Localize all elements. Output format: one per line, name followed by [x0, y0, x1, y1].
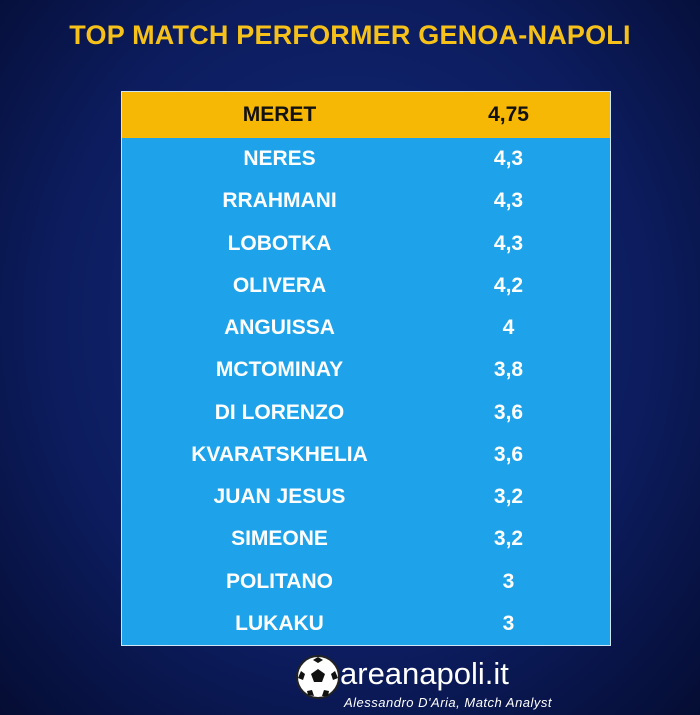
player-score: 3: [502, 611, 515, 635]
player-score: 4: [502, 316, 515, 340]
table-row: LOBOTKA 4,3: [122, 223, 610, 265]
player-name: LOBOTKA: [227, 231, 332, 255]
player-name: RRAHMANI: [222, 189, 337, 213]
table-row: LUKAKU 3: [122, 603, 610, 645]
player-score: 3: [502, 569, 515, 593]
player-score: 4,3: [493, 231, 524, 255]
player-score: 4,2: [493, 273, 524, 297]
player-name: SIMEONE: [231, 527, 328, 551]
title: TOP MATCH PERFORMER GENOA-NAPOLI: [69, 20, 631, 50]
player-name: ANGUISSA: [224, 316, 335, 340]
table-row: ANGUISSA 4: [122, 307, 610, 349]
table-row: KVARATSKHELIA 3,6: [122, 434, 610, 476]
table-row: MCTOMINAY 3,8: [122, 349, 610, 391]
player-name: DI LORENZO: [214, 400, 345, 424]
player-score: 3,6: [493, 442, 524, 466]
player-score: 4,75: [488, 103, 529, 126]
player-name: MERET: [242, 103, 317, 126]
player-name: MCTOMINAY: [215, 358, 344, 382]
player-name: LUKAKU: [235, 611, 324, 635]
player-name: KVARATSKHELIA: [191, 442, 368, 466]
table-row: DI LORENZO 3,6: [122, 392, 610, 434]
brand: areanapoli.it: [340, 656, 509, 691]
player-name: POLITANO: [226, 569, 333, 593]
table-row: NERES 4,3: [122, 138, 610, 180]
player-name: JUAN JESUS: [213, 485, 346, 509]
table-row: JUAN JESUS 3,2: [122, 476, 610, 518]
table-row: RRAHMANI 4,3: [122, 180, 610, 222]
player-score: 3,6: [493, 400, 524, 424]
table-row: SIMEONE 3,2: [122, 518, 610, 560]
table-row: OLIVERA 4,2: [122, 265, 610, 307]
table-row: POLITANO 3: [122, 561, 610, 603]
table: MERET 4,75 NERES 4,3 RRAHMANI 4,3 LOBOTKA 4,3 OL…: [121, 91, 611, 646]
player-score: 3,2: [493, 485, 524, 509]
player-name: OLIVERA: [232, 273, 327, 297]
player-score: 4,3: [493, 147, 524, 171]
player-score: 3,8: [493, 358, 524, 382]
player-score: 3,2: [493, 527, 524, 551]
player-score: 4,3: [493, 189, 524, 213]
table-row: MERET 4,75: [122, 92, 610, 138]
credit: Alessandro D'Aria, Match Analyst: [344, 695, 553, 710]
ball-icon: [296, 655, 340, 699]
player-name: NERES: [243, 147, 316, 171]
